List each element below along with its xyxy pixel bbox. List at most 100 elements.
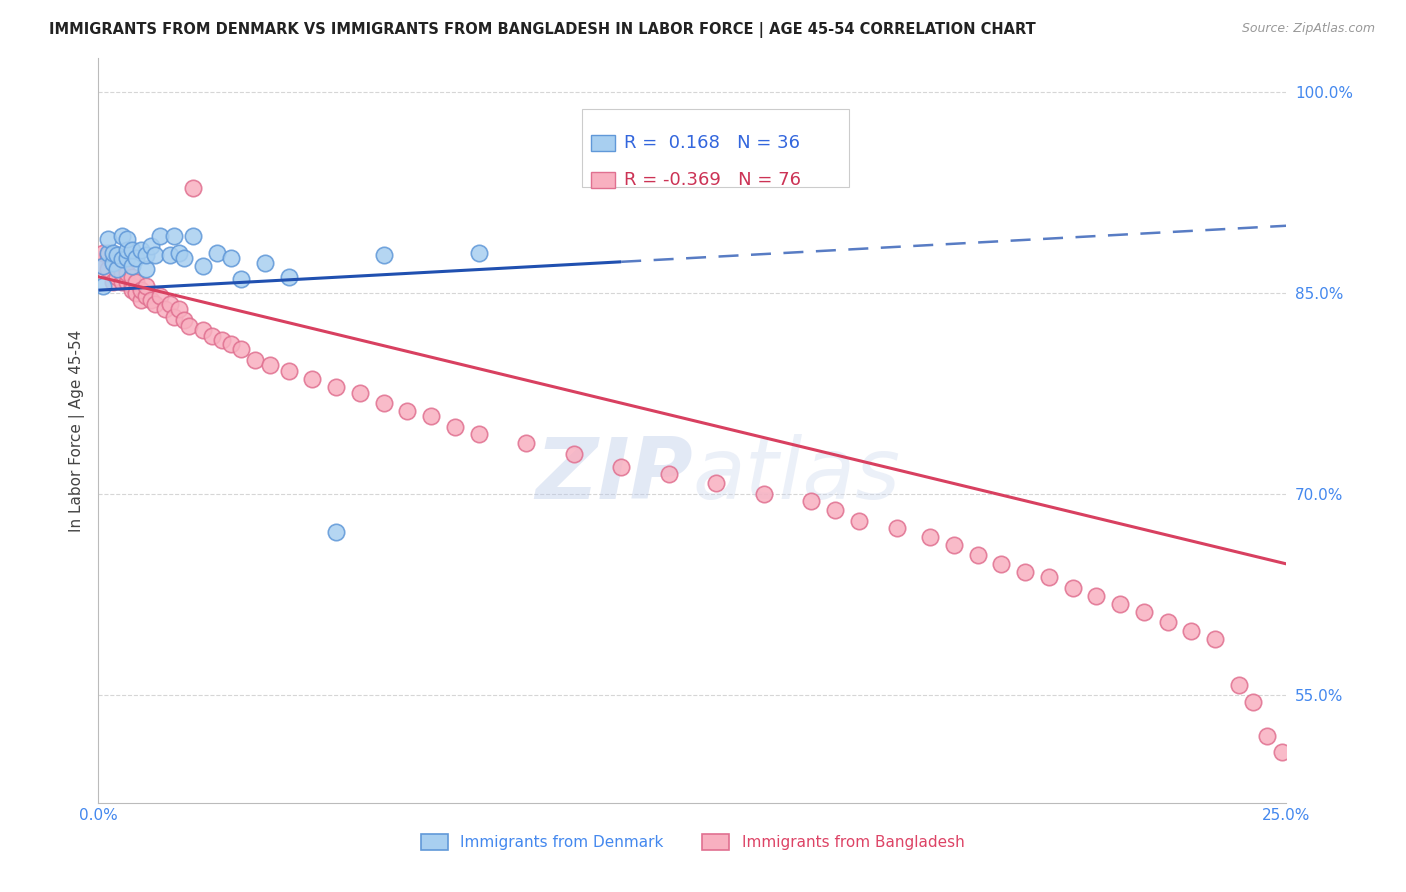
Point	[91, 259, 114, 273]
Point	[1180, 624, 1202, 638]
Point	[201, 328, 224, 343]
Point	[704, 476, 727, 491]
Point	[101, 256, 124, 270]
Point	[301, 372, 323, 386]
Point	[167, 301, 190, 316]
Point	[800, 493, 823, 508]
Text: R =  0.168   N = 36: R = 0.168 N = 36	[623, 134, 800, 152]
Point	[1285, 742, 1308, 756]
Point	[245, 353, 267, 368]
Point	[229, 342, 252, 356]
Point	[135, 288, 157, 302]
Point	[444, 420, 467, 434]
Point	[221, 251, 243, 265]
Point	[101, 275, 124, 289]
Text: Source: ZipAtlas.com: Source: ZipAtlas.com	[1241, 22, 1375, 36]
Point	[159, 248, 181, 262]
Text: IMMIGRANTS FROM DENMARK VS IMMIGRANTS FROM BANGLADESH IN LABOR FORCE | AGE 45-54: IMMIGRANTS FROM DENMARK VS IMMIGRANTS FR…	[49, 22, 1036, 38]
Point	[1038, 570, 1060, 584]
Point	[191, 323, 214, 337]
Point	[752, 487, 775, 501]
Text: R = -0.369   N = 76: R = -0.369 N = 76	[623, 171, 800, 189]
Point	[191, 259, 214, 273]
Point	[1109, 597, 1132, 611]
Point	[1156, 615, 1178, 629]
Point	[1271, 745, 1294, 759]
Point	[1241, 695, 1264, 709]
Point	[183, 181, 205, 195]
Point	[91, 279, 114, 293]
Point	[115, 266, 138, 280]
Point	[824, 503, 846, 517]
Point	[920, 530, 942, 544]
Point	[990, 557, 1012, 571]
Point	[253, 256, 276, 270]
Point	[115, 251, 138, 265]
Point	[221, 336, 243, 351]
Point	[145, 248, 167, 262]
Point	[129, 243, 152, 257]
Point	[1062, 581, 1084, 595]
Point	[135, 248, 157, 262]
Y-axis label: In Labor Force | Age 45-54: In Labor Force | Age 45-54	[69, 329, 84, 532]
Point	[277, 364, 299, 378]
Point	[467, 426, 489, 441]
Legend: Immigrants from Denmark, Immigrants from Bangladesh: Immigrants from Denmark, Immigrants from…	[415, 828, 970, 856]
Point	[111, 252, 134, 267]
Point	[207, 245, 229, 260]
Point	[420, 409, 443, 424]
Point	[121, 269, 143, 284]
Point	[658, 467, 681, 481]
Point	[115, 275, 138, 289]
Point	[467, 245, 489, 260]
Point	[107, 248, 129, 262]
Point	[125, 251, 148, 265]
Point	[229, 272, 252, 286]
Point	[373, 248, 395, 262]
Point	[139, 293, 162, 307]
Point	[121, 283, 143, 297]
Bar	[592, 172, 616, 188]
Text: atlas: atlas	[692, 434, 900, 516]
Point	[610, 460, 633, 475]
Point	[211, 333, 233, 347]
Point	[1014, 565, 1036, 579]
Point	[325, 524, 347, 539]
Point	[163, 229, 186, 244]
Point	[115, 232, 138, 246]
Point	[259, 359, 281, 373]
Point	[149, 229, 172, 244]
Point	[1204, 632, 1226, 646]
FancyBboxPatch shape	[582, 109, 849, 186]
Point	[886, 521, 908, 535]
Point	[277, 269, 299, 284]
Point	[129, 293, 152, 307]
Point	[135, 279, 157, 293]
Point	[129, 283, 152, 297]
Point	[121, 279, 143, 293]
Point	[97, 245, 120, 260]
Point	[145, 296, 167, 310]
Point	[135, 261, 157, 276]
Point	[163, 310, 186, 324]
Point	[111, 229, 134, 244]
Point	[107, 256, 129, 270]
Point	[966, 548, 988, 562]
Point	[111, 256, 134, 270]
Point	[349, 386, 371, 401]
Point	[942, 538, 965, 552]
Point	[373, 396, 395, 410]
Point	[121, 259, 143, 273]
Point	[139, 239, 162, 253]
Point	[101, 245, 124, 260]
Point	[183, 229, 205, 244]
Point	[1227, 678, 1250, 692]
Point	[149, 288, 172, 302]
Point	[396, 404, 419, 418]
Point	[125, 275, 148, 289]
Point	[101, 256, 124, 270]
Point	[173, 251, 195, 265]
Point	[562, 447, 585, 461]
Point	[91, 259, 114, 273]
Point	[97, 261, 120, 276]
